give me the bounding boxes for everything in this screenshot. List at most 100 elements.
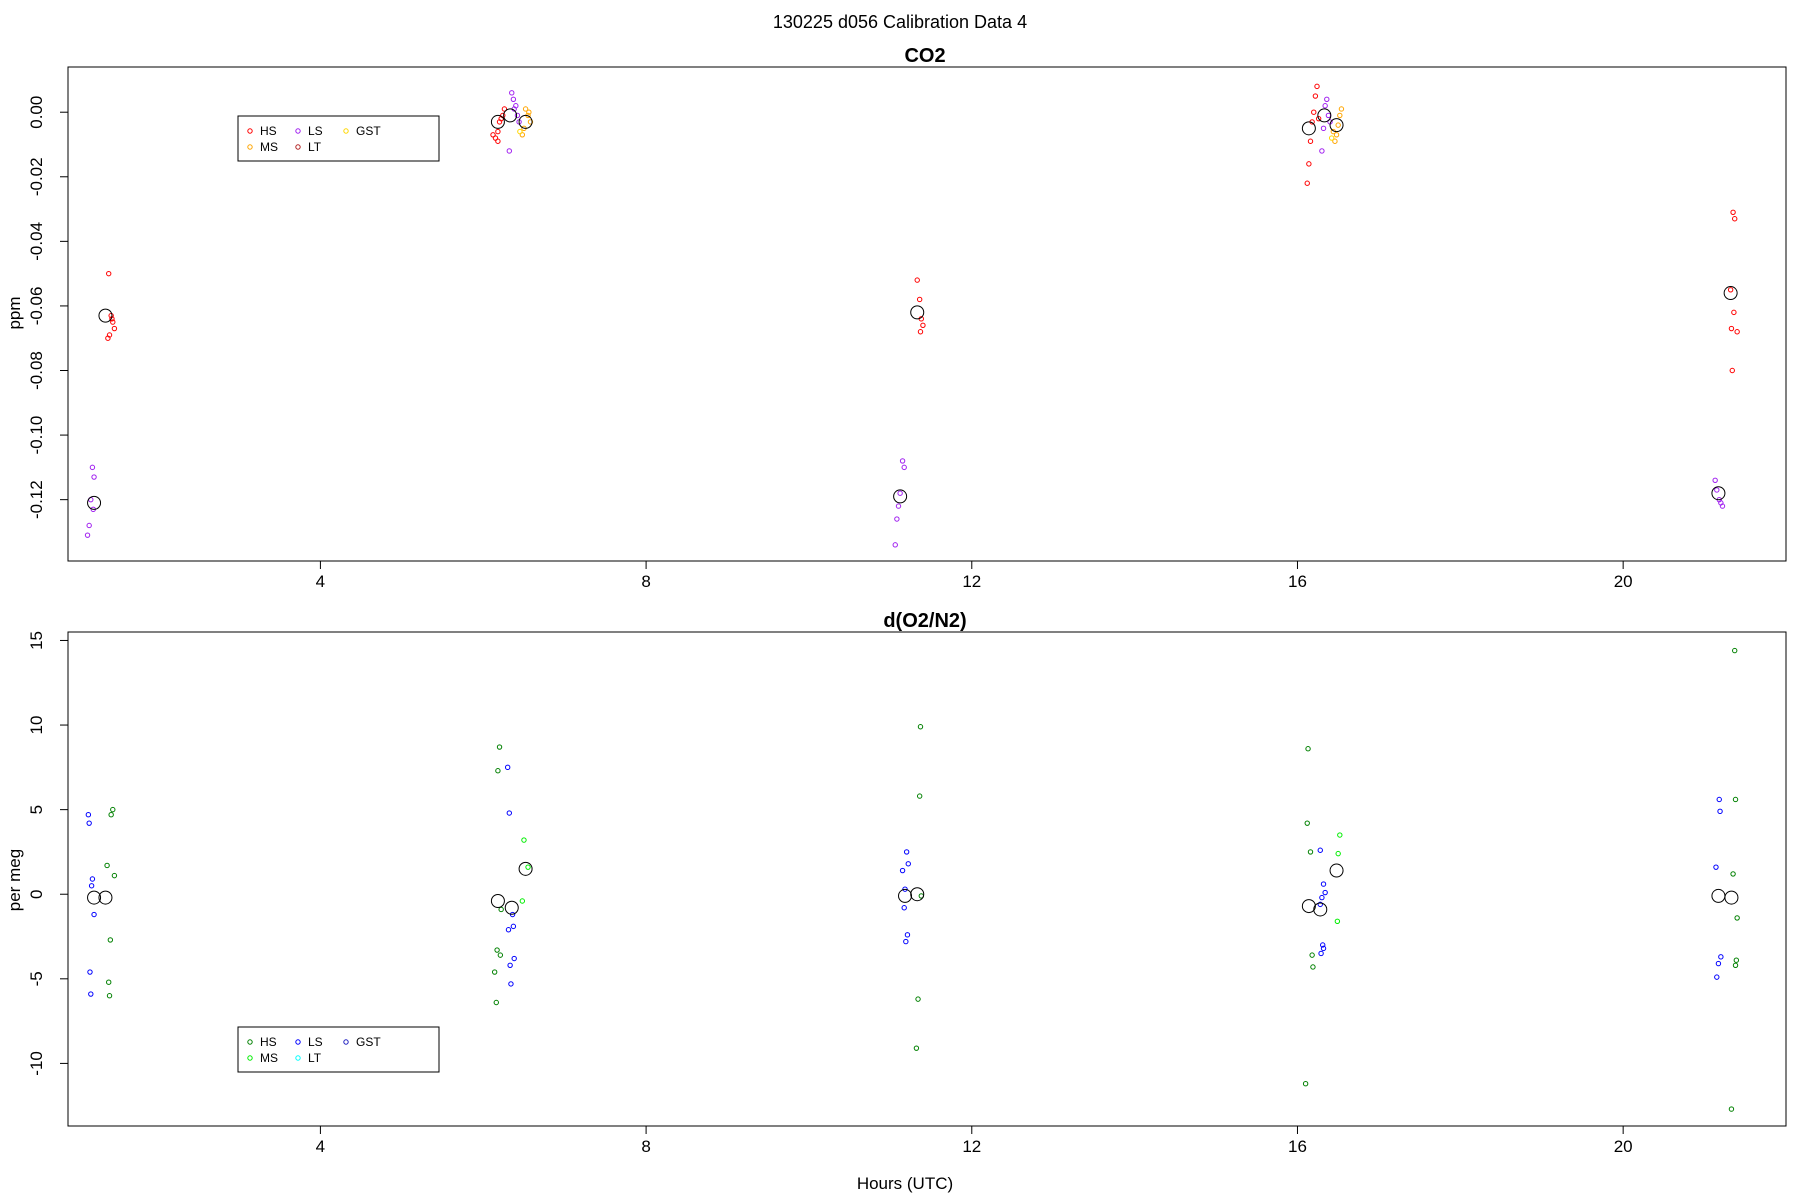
o2n2-point-ls [1317,901,1323,908]
x-axis-label: Hours (UTC) [857,1174,953,1193]
co2-mean-marker [1317,108,1332,123]
co2-point-gst [1328,135,1335,141]
o2n2-point-hs [106,979,112,985]
o2n2-legend-marker-gst [343,1039,349,1045]
o2n2-point-ls [89,876,96,882]
co2-point-ms [526,109,532,115]
co2-point-hs [105,335,111,341]
o2n2-mean-marker [504,900,519,915]
co2-xtick-label: 20 [1614,572,1633,591]
o2n2-point-ls [505,927,512,933]
co2-point-ls [894,516,900,522]
co2-legend-marker-ls [295,128,301,134]
co2-point-ls [514,112,521,119]
o2n2-point-ls [511,955,517,962]
co2-legend-label-gst: GST [356,124,381,138]
o2n2-xtick-label: 8 [641,1137,650,1156]
o2n2-legend-label-gst: GST [356,1035,381,1049]
co2-legend-marker-ms [247,144,253,150]
o2n2-point-hs [497,952,504,958]
co2-mean-marker [518,114,533,129]
co2-ytick-label: -0.06 [27,287,46,326]
co2-panel: CO2 ppm HS LS GST MS LT 4 8 12 16 20 0.00 -0.0… [5,45,1787,591]
o2n2-point-hs [496,744,503,750]
o2n2-point-ms [1337,832,1343,838]
co2-ytick-label: -0.10 [27,416,46,455]
o2n2-mean-marker [1711,888,1726,903]
o2n2-point-ls [1715,960,1722,967]
o2n2-mean-marker [1329,863,1344,878]
co2-point-hs [1315,115,1322,122]
o2n2-point-hs [1732,796,1739,803]
co2-point-ls [1714,487,1720,493]
o2n2-xtick-label: 4 [316,1137,325,1156]
co2-mean-marker [910,305,925,320]
co2-legend: HS LS GST MS LT [237,115,440,162]
o2n2-ytick-label: 15 [27,631,46,650]
o2n2-mean-marker [898,888,913,903]
co2-mean-marker [98,308,113,323]
o2n2-point-ls [1718,954,1724,960]
co2-point-ls [506,148,513,154]
o2n2-mean-marker [490,893,505,908]
o2n2-point-ls [1318,950,1324,957]
o2n2-point-ls [904,932,911,938]
o2n2-ytick-label: -10 [27,1051,46,1076]
o2n2-point-ls [1317,847,1323,853]
co2-point-hs [1728,325,1735,332]
co2-ytick-label: -0.04 [27,222,46,261]
co2-point-gst [517,128,523,135]
co2-legend-label-ls: LS [308,124,323,138]
co2-point-hs [111,325,118,332]
o2n2-point-ls [86,820,92,826]
o2n2-plot-frame [67,631,1787,1127]
co2-legend-label-hs: HS [260,124,277,138]
o2n2-point-hs [108,812,114,818]
o2n2-legend-marker-ls [295,1039,301,1045]
co2-point-hs [920,322,926,329]
o2n2-point-hs [1309,952,1315,958]
co2-point-hs [106,270,112,277]
co2-legend-label-lt: LT [308,140,322,154]
o2n2-point-hs [1732,962,1739,968]
co2-point-ls [89,464,96,471]
o2n2-point-hs [1305,746,1311,752]
o2n2-point-hs [1310,964,1316,970]
o2n2-point-ls [504,764,511,771]
co2-point-ls [1712,477,1718,483]
co2-point-ms [527,119,534,125]
o2n2-ylabel: per meg [5,849,24,911]
co2-point-ms [1332,138,1338,144]
o2n2-legend-marker-hs [247,1039,253,1045]
co2-point-ms [522,106,529,112]
co2-mean-marker [490,114,505,129]
co2-ytick-label: -0.12 [27,480,46,519]
o2n2-legend-marker-ms [247,1055,253,1061]
o2n2-point-hs [1734,915,1740,921]
o2n2-legend-label-ls: LS [308,1035,323,1049]
co2-ytick-label: -0.02 [27,157,46,196]
o2n2-mean-marker [98,890,113,905]
co2-point-ls [892,542,898,548]
o2n2-point-hs [493,999,499,1006]
co2-point-hs [1727,287,1734,293]
o2n2-point-ls [899,867,906,874]
o2n2-point-ls [901,905,907,911]
co2-mean-marker [503,108,518,123]
co2-point-hs [1729,367,1735,374]
o2n2-xtick-label: 20 [1614,1137,1633,1156]
o2n2-point-hs [498,906,504,913]
o2n2-legend-box [237,1026,440,1073]
o2n2-point-hs [913,1045,920,1051]
o2n2-point-ls [1319,894,1325,901]
o2n2-point-ls [1320,942,1326,948]
o2n2-xtick-label: 16 [1288,1137,1307,1156]
co2-mean-marker [893,489,908,504]
o2n2-point-ls [903,938,909,945]
o2n2-point-hs [495,768,501,774]
o2n2-point-hs [1733,957,1740,963]
o2n2-point-hs [1304,820,1310,826]
o2n2-xtick-label: 12 [962,1137,981,1156]
co2-ytick-label: -0.08 [27,351,46,390]
o2n2-point-ms [521,837,527,843]
